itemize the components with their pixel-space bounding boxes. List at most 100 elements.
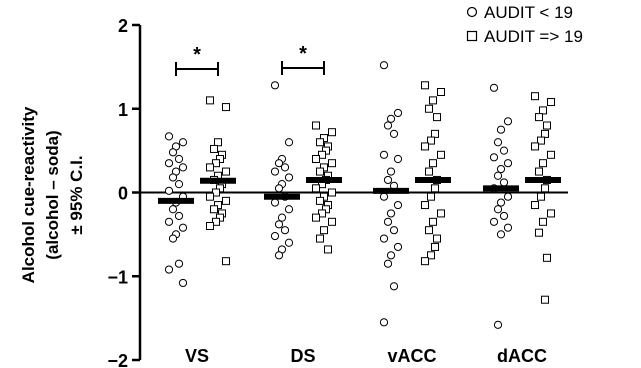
data-point-circle bbox=[383, 259, 393, 268]
data-point-square bbox=[206, 96, 214, 105]
data-point-circle bbox=[277, 213, 287, 222]
data-point-circle bbox=[164, 159, 174, 168]
data-point-circle bbox=[379, 61, 389, 70]
data-point-square bbox=[431, 129, 439, 138]
data-point-circle bbox=[284, 138, 294, 147]
data-point-circle bbox=[496, 230, 506, 239]
category-label: DS bbox=[290, 346, 315, 366]
data-point-square bbox=[539, 159, 547, 168]
data-point-circle bbox=[284, 205, 294, 214]
category-labels: VS DS vACC dACC bbox=[185, 346, 547, 366]
legend: AUDIT < 19 AUDIT => 19 bbox=[466, 3, 583, 46]
data-point-square bbox=[543, 253, 551, 262]
data-point-circle bbox=[386, 167, 396, 176]
data-point-square bbox=[535, 113, 543, 122]
data-point-circle bbox=[493, 138, 503, 147]
data-point-circle bbox=[164, 265, 174, 274]
data-point-circle bbox=[379, 192, 389, 201]
data-point-square bbox=[421, 142, 429, 151]
data-point-circle bbox=[393, 200, 403, 210]
data-point-circle bbox=[499, 178, 509, 187]
category-label: VS bbox=[185, 346, 209, 366]
data-point-square bbox=[328, 217, 336, 226]
data-point-square bbox=[539, 217, 547, 226]
y-tick-label: 2 bbox=[118, 16, 128, 36]
data-point-circle bbox=[386, 209, 396, 218]
data-point-square bbox=[328, 188, 336, 197]
data-point-square bbox=[212, 188, 220, 197]
category-label: dACC bbox=[497, 346, 547, 366]
data-point-square bbox=[425, 226, 433, 235]
data-point-square bbox=[328, 128, 336, 137]
data-point-circle bbox=[389, 226, 399, 235]
data-point-square bbox=[222, 196, 230, 205]
data-point-square bbox=[312, 213, 320, 222]
data-point-square bbox=[539, 106, 547, 115]
data-point-circle bbox=[503, 192, 513, 201]
data-point-square bbox=[210, 144, 218, 153]
data-point-square bbox=[212, 217, 220, 226]
y-tick-label: −2 bbox=[107, 351, 128, 368]
data-point-square bbox=[425, 104, 433, 113]
data-point-square bbox=[312, 121, 320, 130]
data-point-circle bbox=[499, 146, 509, 155]
data-point-square bbox=[312, 155, 320, 163]
data-point-circle bbox=[496, 125, 506, 134]
data-point-circle bbox=[270, 198, 280, 207]
data-point-circle bbox=[280, 163, 290, 172]
data-point-square bbox=[437, 209, 445, 218]
data-point-circle bbox=[503, 159, 513, 168]
legend-label: AUDIT => 19 bbox=[484, 27, 583, 46]
data-point-circle bbox=[383, 121, 393, 130]
data-point-square bbox=[214, 138, 222, 147]
significance-markers: * * bbox=[175, 43, 325, 76]
data-point-circle bbox=[493, 320, 503, 329]
data-point-square bbox=[312, 184, 320, 193]
y-axis-title-line: (alcohol – soda) bbox=[43, 130, 62, 259]
data-point-square bbox=[429, 217, 437, 226]
y-axis-title-line: ± 95% C.I. bbox=[67, 155, 86, 234]
data-point-square bbox=[427, 251, 435, 260]
legend-marker-square bbox=[466, 30, 478, 42]
data-point-circle bbox=[168, 173, 178, 182]
data-point-circle bbox=[383, 175, 393, 185]
data-point-circle bbox=[178, 163, 188, 172]
data-point-circle bbox=[164, 186, 174, 195]
data-point-circle bbox=[393, 242, 403, 252]
data-point-circle bbox=[274, 220, 284, 229]
data-point-square bbox=[206, 163, 214, 172]
data-point-circle bbox=[383, 217, 393, 226]
data-point-square bbox=[433, 234, 441, 243]
data-point-square bbox=[206, 192, 214, 201]
data-point-circle bbox=[168, 205, 178, 214]
data-point-square bbox=[535, 228, 543, 237]
data-point-circle bbox=[393, 108, 403, 118]
data-point-circle bbox=[270, 81, 280, 90]
data-point-square bbox=[421, 81, 429, 90]
data-point-square bbox=[328, 159, 336, 168]
data-point-square bbox=[431, 184, 439, 193]
data-point-circle bbox=[284, 173, 294, 182]
data-point-circle bbox=[178, 278, 188, 288]
data-point-circle bbox=[178, 138, 188, 147]
data-point-square bbox=[318, 209, 326, 218]
category-label: vACC bbox=[387, 346, 436, 366]
significance-asterisk: * bbox=[299, 43, 307, 65]
data-point-square bbox=[541, 184, 549, 193]
mean-bars bbox=[158, 176, 561, 204]
data-point-square bbox=[543, 121, 551, 130]
data-point-circle bbox=[393, 154, 403, 164]
data-point-square bbox=[531, 92, 539, 101]
data-point-circle bbox=[379, 150, 389, 159]
legend-label: AUDIT < 19 bbox=[484, 3, 573, 22]
data-point-square bbox=[421, 201, 429, 210]
data-point-square bbox=[427, 136, 435, 145]
data-point-circle bbox=[274, 184, 284, 193]
data-point-circle bbox=[386, 251, 396, 260]
data-points bbox=[164, 61, 555, 329]
data-point-square bbox=[210, 205, 218, 214]
data-point-circle bbox=[164, 217, 174, 226]
data-point-square bbox=[531, 142, 539, 151]
data-point-circle bbox=[496, 164, 506, 174]
data-point-square bbox=[541, 129, 549, 138]
